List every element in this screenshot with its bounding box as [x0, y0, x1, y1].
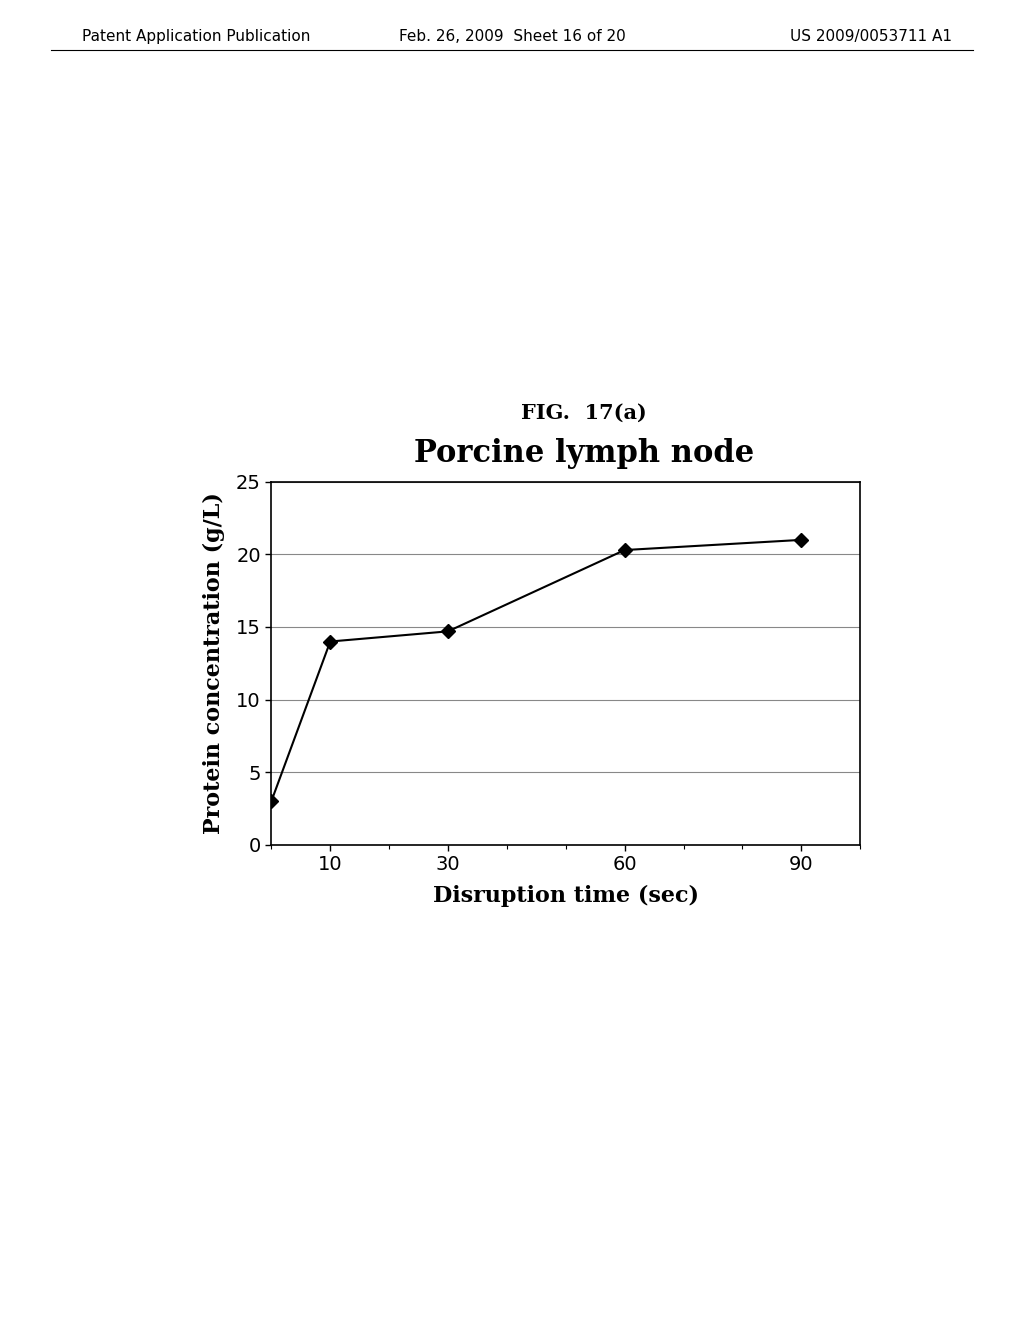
Y-axis label: Protein concentration (g/L): Protein concentration (g/L): [203, 492, 225, 834]
Text: Feb. 26, 2009  Sheet 16 of 20: Feb. 26, 2009 Sheet 16 of 20: [398, 29, 626, 44]
X-axis label: Disruption time (sec): Disruption time (sec): [433, 886, 698, 907]
Text: Porcine lymph node: Porcine lymph node: [414, 438, 754, 469]
Text: Patent Application Publication: Patent Application Publication: [82, 29, 310, 44]
Text: US 2009/0053711 A1: US 2009/0053711 A1: [791, 29, 952, 44]
Text: FIG.  17(a): FIG. 17(a): [521, 403, 646, 422]
